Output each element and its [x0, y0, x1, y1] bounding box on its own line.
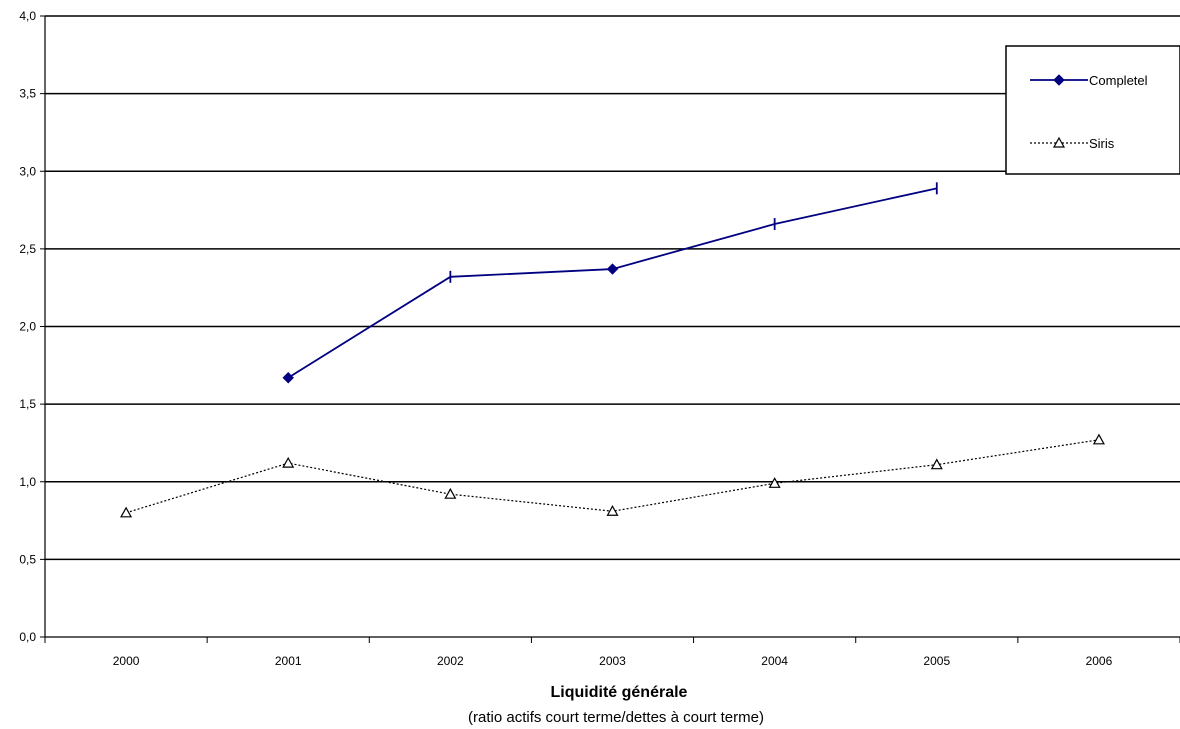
data-point-triangle: [1094, 435, 1104, 444]
x-tick-label: 2000: [113, 654, 140, 668]
x-tick-label: 2006: [1086, 654, 1113, 668]
x-axis-label: Liquidité générale: [551, 684, 688, 701]
series-siris: [121, 435, 1104, 517]
series-completel: [283, 182, 937, 382]
series-line: [126, 440, 1099, 513]
data-point-triangle: [445, 489, 455, 498]
x-tick-label: 2005: [923, 654, 950, 668]
legend-box: [1006, 46, 1180, 174]
y-tick-label: 2,0: [19, 320, 36, 334]
y-tick-label: 3,5: [19, 87, 36, 101]
data-point-triangle: [121, 508, 131, 517]
y-tick-label: 3,0: [19, 164, 36, 178]
x-tick-label: 2004: [761, 654, 788, 668]
chart-subtitle: (ratio actifs court terme/dettes à court…: [468, 709, 764, 726]
x-tick-label: 2002: [437, 654, 464, 668]
legend: Completel Siris: [1006, 46, 1180, 174]
series-line: [288, 188, 937, 377]
y-tick-label: 0,0: [19, 630, 36, 644]
y-tick-label: 0,5: [19, 552, 36, 566]
x-tick-label: 2001: [275, 654, 302, 668]
y-tick-label: 1,0: [19, 475, 36, 489]
y-tick-label: 2,5: [19, 242, 36, 256]
data-point-diamond: [283, 373, 293, 383]
data-point-triangle: [283, 458, 293, 467]
y-tick-label: 4,0: [19, 9, 36, 23]
data-point-diamond: [608, 264, 618, 274]
series-group: [121, 182, 1104, 516]
y-tick-label: 1,5: [19, 397, 36, 411]
x-tick-label: 2003: [599, 654, 626, 668]
legend-label: Siris: [1089, 136, 1115, 151]
x-tick-labels: 2000 2001 2002 2003 2004 2005 2006: [113, 654, 1113, 668]
legend-label: Completel: [1089, 73, 1148, 88]
y-tick-labels: 0,0 0,5 1,0 1,5 2,0 2,5 3,0 3,5 4,0: [19, 9, 36, 644]
